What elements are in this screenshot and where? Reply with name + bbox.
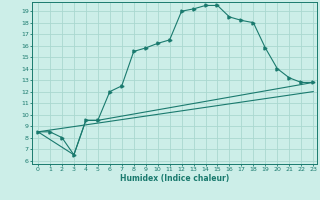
X-axis label: Humidex (Indice chaleur): Humidex (Indice chaleur) bbox=[120, 174, 229, 183]
